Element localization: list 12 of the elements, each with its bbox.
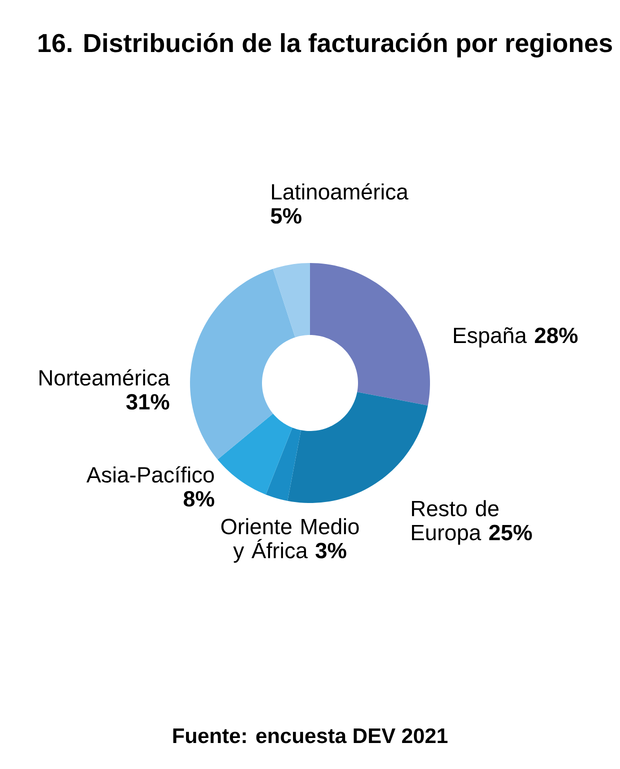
data-label: 25% xyxy=(489,524,532,540)
slice-label: Latinoamérica xyxy=(272,183,408,200)
data-label: 31% xyxy=(126,394,170,410)
source-note: Fuente: encuesta DEV 2021 xyxy=(173,728,448,744)
data-label: 8% xyxy=(184,491,214,507)
data-label: 5% xyxy=(270,208,302,224)
slice-label: Asia-Pacífico xyxy=(86,466,214,483)
slice-label: Norteamérica xyxy=(40,369,170,386)
data-label: 28% xyxy=(534,328,578,344)
slice-label: España xyxy=(454,327,527,348)
chart-title: 16. Distribución de la facturación por regiones xyxy=(38,32,612,58)
data-label: 3% xyxy=(316,542,346,558)
